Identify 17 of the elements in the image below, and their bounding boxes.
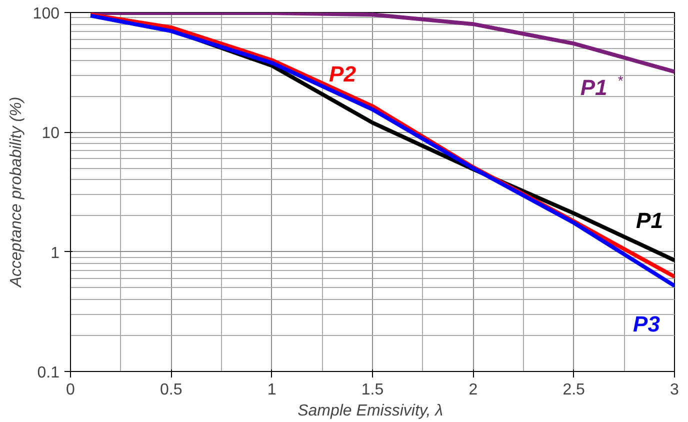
y-tick-label: 1 (50, 244, 60, 262)
x-tick-label: 3 (670, 382, 680, 398)
y-tick-label: 10 (42, 125, 60, 142)
series-label: P1* (580, 72, 624, 100)
series-label: P1 (636, 208, 663, 233)
x-tick-label: 1 (267, 382, 276, 398)
y-tick-label: 0.1 (37, 364, 60, 382)
series-label: P3 (633, 311, 660, 336)
x-tick-label: 2.5 (562, 382, 586, 398)
x-tick-label: 0 (66, 382, 76, 398)
y-axis-title: Acceptance probability (%) (8, 96, 25, 288)
y-tick-label: 100 (32, 6, 60, 22)
x-tick-label: 1.5 (361, 382, 384, 398)
x-axis-title: Sample Emissivity, λ (298, 402, 444, 420)
series-label: P2 (329, 62, 357, 87)
x-tick-label: 0.5 (160, 382, 182, 398)
x-tick-label: 2 (468, 382, 478, 398)
